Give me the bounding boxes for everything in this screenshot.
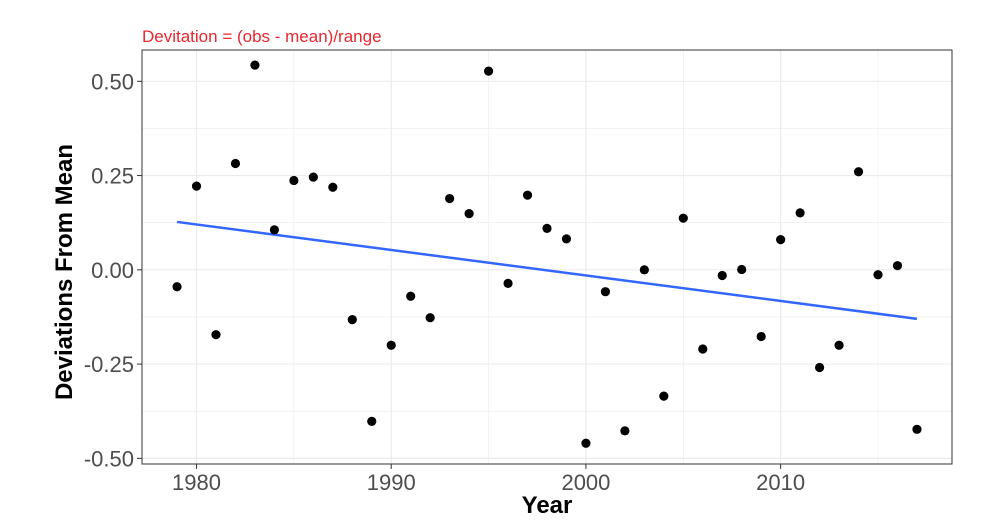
data-point	[912, 424, 922, 434]
data-point	[620, 426, 630, 436]
data-point	[522, 190, 533, 200]
panel-border	[141, 49, 953, 465]
data-point	[542, 223, 552, 233]
data-point	[406, 291, 416, 301]
data-point	[678, 213, 688, 223]
data-point	[367, 416, 377, 426]
data-point	[756, 331, 766, 342]
data-point	[172, 282, 182, 292]
y-axis-ticks: 0.50 0.25 0.00 -0.25 -0.50	[84, 69, 142, 471]
data-point	[581, 438, 591, 448]
data-point	[464, 209, 474, 219]
x-tick-label: 2000	[561, 470, 610, 495]
x-tick-label: 2010	[756, 470, 805, 495]
data-point	[561, 234, 572, 244]
y-axis-title: Deviations From Mean	[51, 144, 78, 400]
data-point	[191, 181, 202, 191]
data-point	[269, 225, 280, 235]
y-tick-label: 0.00	[91, 258, 134, 283]
data-point	[639, 265, 649, 275]
data-point	[814, 362, 825, 373]
data-point	[425, 313, 435, 323]
x-tick-label: 1990	[367, 470, 416, 495]
data-point	[347, 314, 357, 325]
minor-gridlines	[142, 50, 952, 464]
data-point	[445, 193, 455, 204]
y-tick-label: 0.25	[91, 164, 134, 189]
data-point	[776, 235, 786, 245]
data-point	[250, 60, 260, 70]
major-gridlines	[142, 50, 952, 464]
trend-line	[176, 220, 918, 321]
data-point	[737, 264, 747, 275]
data-point	[289, 175, 299, 186]
data-point	[230, 158, 241, 169]
data-point	[600, 287, 611, 297]
data-point	[483, 66, 494, 76]
data-point	[698, 344, 708, 354]
x-axis-ticks: 1980 1990 2000 2010	[172, 464, 805, 495]
data-point	[659, 391, 669, 401]
data-point	[308, 172, 318, 182]
y-tick-label: -0.50	[84, 446, 134, 471]
data-point	[853, 167, 864, 177]
y-tick-label: 0.50	[91, 69, 134, 94]
data-point	[503, 278, 513, 288]
trend-line-group	[176, 220, 918, 321]
data-point	[834, 340, 844, 350]
data-points	[172, 60, 922, 448]
y-tick-label: -0.25	[84, 352, 134, 377]
data-point	[892, 261, 903, 271]
chart-subtitle: Devitation = (obs - mean)/range	[142, 27, 382, 46]
data-point	[386, 340, 396, 350]
data-point	[717, 270, 727, 281]
data-point	[211, 330, 221, 340]
data-point	[328, 182, 338, 192]
x-axis-title: Year	[522, 492, 573, 519]
data-point	[795, 208, 805, 218]
x-tick-label: 1980	[172, 470, 221, 495]
data-point	[873, 270, 883, 280]
